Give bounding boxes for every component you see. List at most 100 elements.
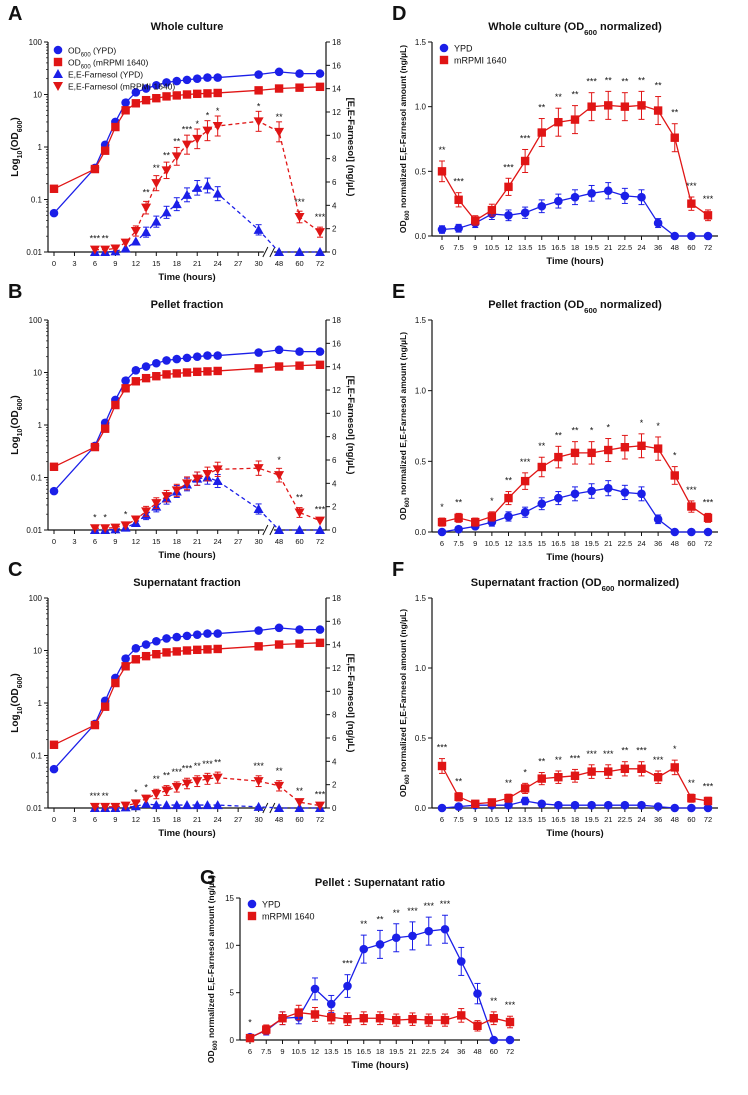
x-tick-label: 12 <box>504 815 512 824</box>
data-point <box>554 800 563 810</box>
y2-tick-label: 8 <box>332 155 337 164</box>
data-point <box>687 803 696 813</box>
significance-label: *** <box>182 764 193 774</box>
data-point <box>162 634 171 643</box>
data-point <box>111 678 120 688</box>
y2-tick-label: 12 <box>332 108 341 117</box>
x-tick-label: 36 <box>654 539 662 548</box>
data-point <box>141 651 151 661</box>
data-point <box>162 370 171 379</box>
series-e-e-farnesol-ypd- <box>89 177 325 256</box>
significance-label: ** <box>538 103 546 113</box>
y-tick-label: 1 <box>38 421 43 430</box>
data-point <box>437 527 447 537</box>
significance-label: * <box>195 119 199 129</box>
data-point <box>130 515 141 525</box>
y-axis-label: OD600 normalized E,E-Farnesol amount (ng… <box>398 45 411 233</box>
chart-title: Supernatant fraction (OD600 normalized) <box>471 577 680 593</box>
x-tick-label: 0 <box>52 259 56 268</box>
data-point <box>192 182 203 192</box>
x-tick-label: 0 <box>52 537 56 546</box>
data-point <box>171 152 182 162</box>
significance-label: *** <box>437 743 448 753</box>
x-tick-label: 24 <box>214 815 222 824</box>
data-point <box>687 502 696 511</box>
significance-label: *** <box>182 125 193 135</box>
x-tick-label: 6 <box>93 537 97 546</box>
data-point <box>212 800 223 810</box>
data-point <box>121 662 130 671</box>
data-point <box>620 800 630 810</box>
x-tick-label: 21 <box>193 537 201 546</box>
data-point <box>278 1014 287 1023</box>
data-point <box>203 367 212 376</box>
x-tick-label: 24 <box>637 815 645 824</box>
y2-tick-label: 16 <box>332 617 341 626</box>
series-od600-mrpmi-1640- <box>49 82 325 193</box>
data-point <box>49 740 59 749</box>
x-tick-label: 7.5 <box>453 539 463 548</box>
data-point <box>141 227 152 237</box>
data-point <box>89 802 100 812</box>
data-point <box>213 88 222 98</box>
y-tick-label: 10 <box>33 369 42 378</box>
x-tick-label: 18 <box>376 1047 384 1056</box>
data-point <box>213 351 222 360</box>
x-tick-label: 27 <box>234 259 242 268</box>
axis-break-gap <box>263 248 274 256</box>
data-point <box>161 800 172 810</box>
data-point <box>504 211 513 220</box>
data-point <box>315 625 325 634</box>
data-point <box>161 786 172 796</box>
x-tick-label: 3 <box>72 537 76 546</box>
data-point <box>162 356 171 365</box>
significance-label: *** <box>520 133 531 143</box>
panel-letter: G <box>200 867 216 889</box>
y-tick-label: 0.5 <box>415 457 427 466</box>
chart-title: Supernatant fraction <box>133 577 241 589</box>
significance-label: * <box>277 455 281 465</box>
data-point <box>182 646 192 655</box>
x-axis-label: Time (hours) <box>546 552 603 563</box>
x-tick-label: 36 <box>654 243 662 252</box>
x-tick-label: 12 <box>504 539 512 548</box>
data-point <box>294 803 305 812</box>
significance-label: ** <box>214 758 222 768</box>
data-point <box>254 348 263 357</box>
y2-tick-label: 18 <box>332 594 341 603</box>
x-tick-label: 12 <box>132 537 140 546</box>
data-point <box>315 82 325 92</box>
panel-letter: B <box>8 281 22 303</box>
data-point <box>152 80 161 90</box>
series-mrpmi-1640 <box>245 1004 515 1043</box>
data-point <box>687 231 696 241</box>
y2-tick-label: 14 <box>332 363 341 372</box>
data-point <box>274 525 285 534</box>
data-point <box>152 358 161 368</box>
significance-label: *** <box>686 485 697 495</box>
data-point <box>310 1010 320 1019</box>
data-point <box>520 796 530 806</box>
data-point <box>315 638 325 648</box>
data-point <box>653 773 663 782</box>
series-e-e-farnesol-mrpmi-1640- <box>89 460 325 534</box>
data-point <box>454 524 463 534</box>
x-tick-label: 36 <box>457 1047 465 1056</box>
y-tick-label: 0.0 <box>415 804 427 813</box>
data-point <box>161 492 172 502</box>
data-point <box>473 989 482 998</box>
data-point <box>262 1025 271 1034</box>
significance-label: ** <box>621 77 629 87</box>
significance-label: * <box>673 451 677 461</box>
data-point <box>620 102 630 111</box>
data-point <box>182 140 192 150</box>
data-point <box>253 504 264 513</box>
significance-label: ** <box>163 771 171 781</box>
x-tick-label: 7.5 <box>453 815 463 824</box>
data-point <box>89 245 100 255</box>
series-ypd <box>437 480 713 537</box>
data-point <box>274 84 284 93</box>
significance-label: ** <box>671 108 679 118</box>
data-point <box>315 360 325 370</box>
